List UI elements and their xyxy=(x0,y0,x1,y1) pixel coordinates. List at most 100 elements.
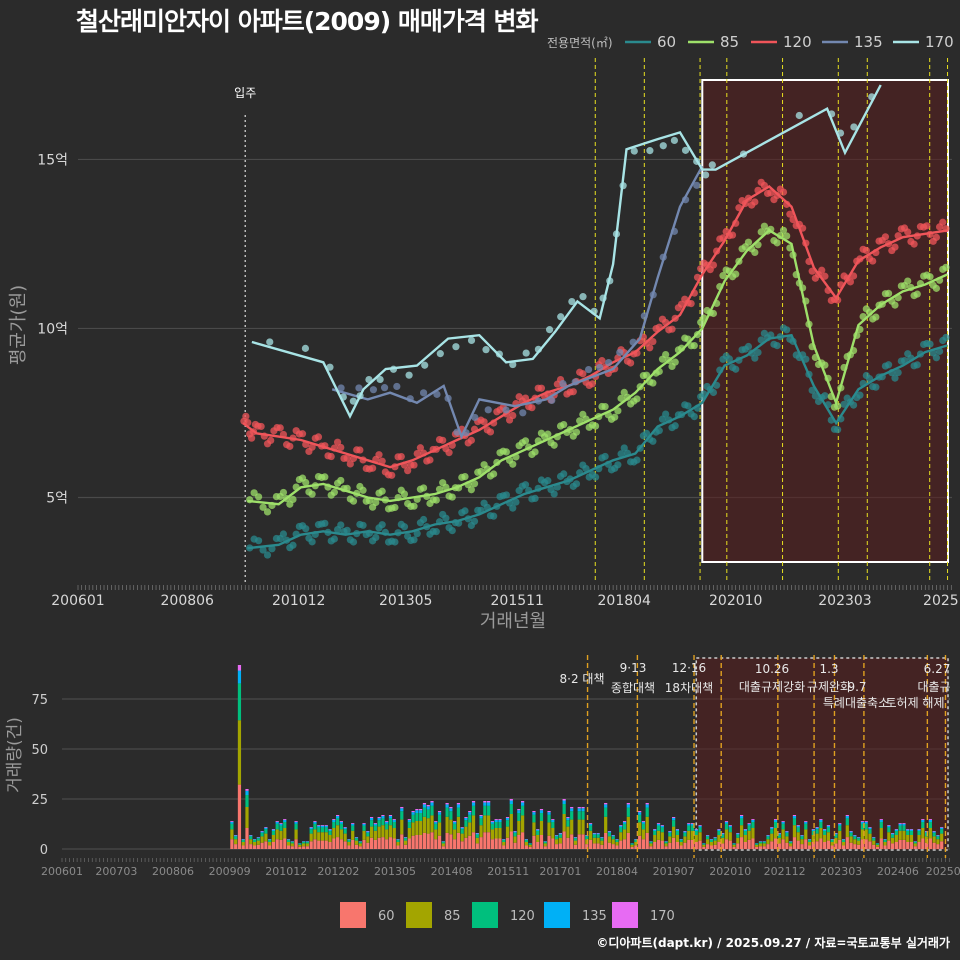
highlight-box xyxy=(695,657,949,851)
data-point xyxy=(509,411,517,420)
volume-bar xyxy=(864,839,868,849)
volume-bar xyxy=(698,827,702,833)
volume-bar xyxy=(536,835,540,842)
volume-bar xyxy=(324,825,328,826)
volume-bar xyxy=(604,803,608,805)
data-point xyxy=(872,383,880,391)
volume-bar xyxy=(917,835,921,842)
data-point xyxy=(330,535,339,543)
x-tick-label: 201202 xyxy=(317,865,359,878)
x-tick-label: 201305 xyxy=(374,865,416,878)
data-point xyxy=(942,333,950,342)
volume-bar xyxy=(479,818,483,826)
y-axis-title: 평균가(원) xyxy=(8,285,29,365)
volume-bar xyxy=(815,829,819,834)
volume-bar xyxy=(385,823,389,830)
volume-bar xyxy=(302,841,306,842)
x-tick-label: 201012 xyxy=(265,865,307,878)
volume-bar xyxy=(407,819,411,820)
volume-bar xyxy=(286,839,291,840)
volume-bar xyxy=(294,829,298,840)
volume-bar xyxy=(600,840,604,845)
data-point xyxy=(659,142,667,150)
data-point xyxy=(910,240,918,248)
volume-bar xyxy=(649,846,653,849)
data-point xyxy=(783,326,791,334)
volume-bar xyxy=(521,815,525,833)
volume-bar xyxy=(453,823,457,830)
volume-bar xyxy=(679,842,683,846)
x-tick-label: 201305 xyxy=(379,593,432,609)
volume-bar xyxy=(724,829,729,840)
data-point xyxy=(242,412,250,420)
volume-bar xyxy=(456,804,461,808)
volume-bar xyxy=(554,839,559,845)
volume-bar xyxy=(887,832,891,841)
volume-bar xyxy=(811,831,815,835)
volume-bar xyxy=(403,844,408,849)
data-point xyxy=(369,464,377,472)
volume-bar xyxy=(419,813,423,821)
volume-bar xyxy=(841,840,846,842)
volume-bar xyxy=(641,823,646,830)
volume-bar xyxy=(536,829,540,831)
volume-bar xyxy=(717,829,721,831)
volume-bar xyxy=(249,844,253,849)
volume-bar xyxy=(857,844,861,849)
legend-label-170: 170 xyxy=(925,33,954,51)
volume-bar xyxy=(739,816,744,819)
data-point xyxy=(646,147,654,155)
data-point xyxy=(885,289,893,297)
volume-bar xyxy=(426,833,430,849)
data-point xyxy=(528,404,536,412)
volume-bar xyxy=(332,828,336,839)
volume-bar xyxy=(453,839,457,849)
volume-bar xyxy=(268,840,272,842)
data-point xyxy=(591,473,600,481)
x-tick-label: 201804 xyxy=(596,865,638,878)
volume-bar xyxy=(543,841,547,842)
volume-bar xyxy=(505,826,510,838)
volume-bar xyxy=(521,802,525,806)
volume-bar xyxy=(494,828,498,839)
volume-bar xyxy=(366,831,370,833)
volume-bar xyxy=(396,840,400,842)
volume-bar xyxy=(815,841,819,849)
volume-bar xyxy=(630,843,634,845)
volume-bar xyxy=(422,816,427,833)
volume-bar xyxy=(804,821,808,824)
volume-bar xyxy=(271,829,276,831)
volume-bar xyxy=(487,802,491,806)
volume-bar xyxy=(547,814,551,823)
volume-bar xyxy=(381,816,385,819)
volume-bar xyxy=(392,828,396,839)
volume-bar xyxy=(471,832,476,849)
volume-bar xyxy=(445,807,449,817)
volume-bar xyxy=(536,829,540,830)
x-tick-label: 200909 xyxy=(209,865,251,878)
volume-bar xyxy=(622,839,627,849)
data-point xyxy=(786,210,794,218)
volume-bar xyxy=(675,831,680,835)
data-point xyxy=(616,348,624,357)
volume-bar xyxy=(823,829,827,831)
volume-bar xyxy=(324,832,328,841)
volume-bar xyxy=(566,817,570,818)
volume-bar xyxy=(562,800,566,804)
volume-bar xyxy=(487,801,491,803)
volume-bar xyxy=(392,819,396,820)
volume-bar xyxy=(381,815,385,817)
volume-bar xyxy=(237,720,242,785)
volume-bar xyxy=(464,837,468,849)
volume-bar xyxy=(819,819,823,822)
volume-bar xyxy=(347,839,351,840)
volume-bar xyxy=(562,831,566,849)
volume-bar xyxy=(800,835,804,837)
volume-bar xyxy=(785,831,789,833)
volume-bar xyxy=(234,835,238,837)
volume-bar xyxy=(547,835,551,849)
volume-bar xyxy=(732,844,736,847)
volume-bar xyxy=(539,810,544,813)
x-tick-label: 201701 xyxy=(539,865,581,878)
volume-bar xyxy=(362,839,366,849)
